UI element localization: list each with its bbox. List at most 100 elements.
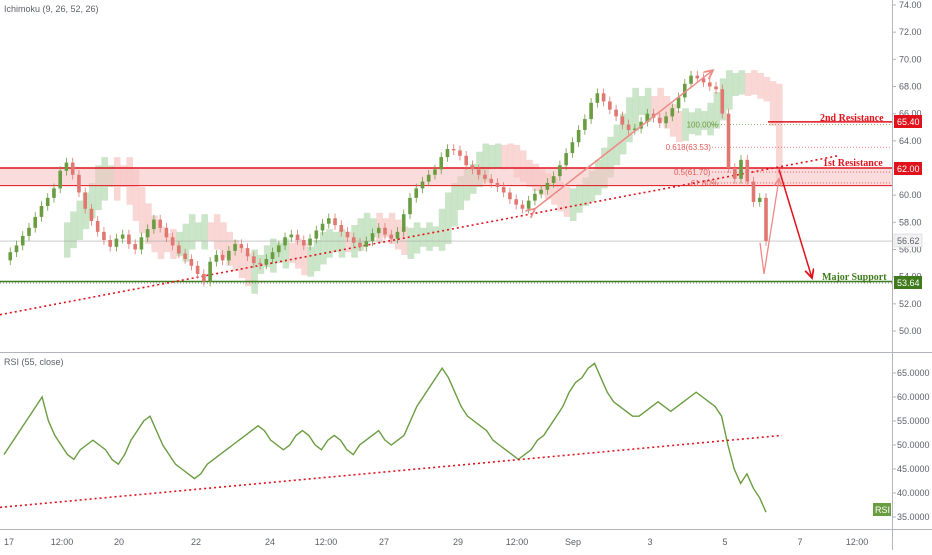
candle-body [83,192,87,209]
candle-body [707,82,712,87]
second-resistance-label: 2nd Resistance [820,113,884,124]
time-axis-label: 20 [114,537,124,547]
candle-body [426,174,431,182]
candle-body [208,261,212,282]
rsi-axis-label: 50.0000 [897,440,930,450]
candle-body [764,197,768,242]
bearish-projection-arrow [778,169,812,278]
candle-body [183,253,187,260]
candle-body [383,227,387,235]
candle-body [270,252,275,260]
candle-body [233,244,237,251]
candle-body [245,248,250,257]
cloud-segment [494,143,502,168]
rsi-axis-label: 40.0000 [897,488,930,498]
cloud-segment [413,222,421,254]
rsi-axis-label: 35.0000 [897,512,930,522]
candle-body [395,231,400,239]
axes: 74.00 72.00 70.00 68.00 66.00 64.00 62.00 60.00… [4,0,930,547]
candle-body [370,233,375,242]
candle-body [52,188,56,198]
candle-body [64,162,69,171]
cloud-segment [707,102,714,136]
cloud-segment [744,72,752,97]
rsi-indicator-label[interactable]: RSI (55, close) [4,357,64,367]
candle-body [164,227,169,238]
candle-body [589,102,593,120]
cloud-segment [726,70,733,110]
candle-body [289,234,294,238]
candle-body [439,157,444,170]
cloud-segment [426,222,433,251]
cloud-segment [226,231,233,266]
cloud-segment [307,246,315,277]
time-axis-label: 29 [453,537,463,547]
cloud-segment [157,226,165,260]
cloud-segment [145,203,152,245]
candle-body [33,216,38,228]
cloud-segment [738,70,746,95]
candle-body [102,231,106,240]
candle-body [620,116,625,125]
candle-body [333,218,337,226]
candle-body [614,109,618,117]
cloud-segment [632,87,639,132]
candle-body [626,124,631,130]
cloud-segment [195,222,202,242]
time-axis-label: 7 [797,537,802,547]
cloud-segment [238,248,246,279]
price-axis-label: 74.00 [899,0,922,10]
candle-body [389,234,394,239]
cloud-segment [663,96,671,129]
cloud-segment [163,233,171,253]
cloud-segment [245,253,252,287]
cloud-segment [438,208,446,251]
candle-body [220,254,225,261]
candle-body [95,220,100,232]
fib-level-label: 61.80% [691,179,718,188]
cloud-segment [295,238,302,269]
cloud-segment [320,231,327,265]
rsi-badge[interactable] [873,503,891,516]
cloud-segment [488,144,496,170]
candle-body [470,165,475,170]
candle-body [214,254,219,262]
candle-body [483,174,487,179]
candle-body [89,208,94,221]
second-resistance-value: 65.40 [897,117,920,127]
cloud-segment [70,211,77,249]
cloud-segment [482,143,490,182]
cloud-segment [82,192,90,230]
candle-body [601,93,606,102]
price-axis-label: 50.00 [899,326,922,336]
time-axis-label: 12:00 [315,537,338,547]
candle-body [133,244,137,250]
candle-body [39,206,44,217]
candle-body [20,235,25,246]
price-axis-label: 66.00 [899,109,922,119]
candle-body [308,238,312,246]
candle-body [158,219,162,228]
cloud-segment [638,96,646,116]
second-resistance-badge [894,115,922,128]
cloud-segment [407,227,415,260]
cloud-segment [313,239,321,272]
candle-body [27,227,31,236]
price-axis-label: 70.00 [899,54,922,64]
candle-body [551,176,556,183]
fib-level-label: 0.5(61.70) [674,168,711,177]
ichimoku-indicator-label[interactable]: Ichimoku (9, 26, 52, 26) [4,4,99,14]
candle-body [277,245,281,253]
time-axis-label: 5 [722,537,727,547]
candle-body [520,204,525,209]
candle-body [351,237,356,243]
rsi-uptrend-line [0,434,783,509]
rsi-pane[interactable] [0,353,892,529]
candle-body [120,234,125,239]
price-axis-label: 60.00 [899,190,922,200]
candle-body [258,263,262,265]
candle-body [564,153,568,166]
candle-body [745,159,750,182]
candle-body [608,101,612,110]
